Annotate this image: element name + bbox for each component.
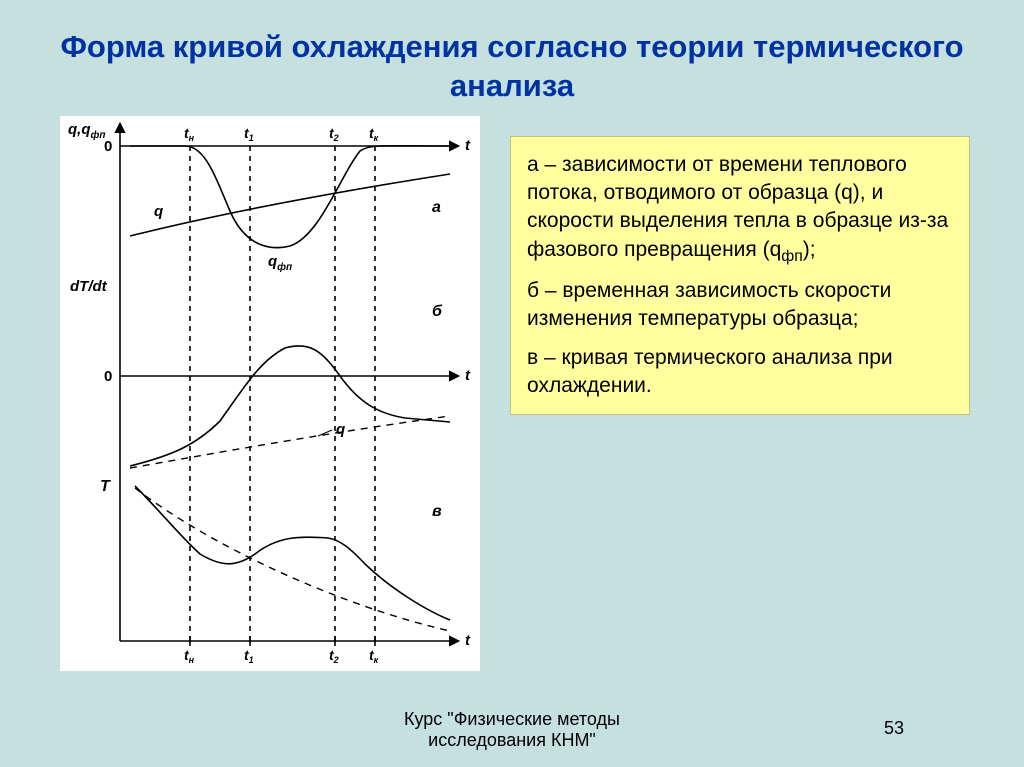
legend-item-b: б – временная зависимость скорости измен… <box>527 277 953 334</box>
panel-b-t-label: t <box>465 367 471 384</box>
panel-a-label: а <box>432 199 441 216</box>
panel-a-qfp-label: qфп <box>268 253 292 273</box>
panel-c-y-label: T <box>100 478 111 495</box>
top-t2: t2 <box>329 125 339 143</box>
panel-a-zero: 0 <box>104 138 112 155</box>
legend-box: а – зависимости от времени теплового пот… <box>510 136 970 416</box>
top-tn: tн <box>184 125 195 143</box>
panel-b-y-label: dT/dt <box>70 278 108 295</box>
panel-c-solid <box>135 486 450 620</box>
panel-a-q-label: q <box>154 203 163 220</box>
panel-a-t-label: t <box>465 137 471 154</box>
legend-item-a: а – зависимости от времени теплового пот… <box>527 151 953 267</box>
panel-b-label: б <box>432 303 443 320</box>
panel-a-q-curve <box>130 174 450 236</box>
panel-a-qfp-curve <box>130 145 450 247</box>
bottom-t1: t1 <box>244 647 254 665</box>
cooling-curves-svg: q,qфп 0 t tн t1 t2 tк q qфп а dT/dt 0 t … <box>60 116 480 671</box>
bottom-tk: tк <box>369 647 379 665</box>
panel-c-label: в <box>432 503 442 520</box>
diagram-panel: q,qфп 0 t tн t1 t2 tк q qфп а dT/dt 0 t … <box>60 116 480 671</box>
panel-b-q-label: q <box>336 421 345 438</box>
panel-b-zero: 0 <box>104 368 112 385</box>
slide-title: Форма кривой охлаждения согласно теории … <box>0 0 1024 116</box>
bottom-tn: tн <box>184 647 195 665</box>
page-number: 53 <box>884 718 904 739</box>
panel-c-dashed <box>135 488 450 631</box>
panel-b-solid <box>130 345 450 465</box>
top-tk: tк <box>369 125 379 143</box>
top-t1: t1 <box>244 125 254 143</box>
legend-item-c: в – кривая термического анализа при охла… <box>527 344 953 401</box>
footer-text: Курс "Физические методы исследования КНМ… <box>0 709 1024 751</box>
panel-a-y-label: q,qфп <box>68 121 105 141</box>
bottom-t2: t2 <box>329 647 339 665</box>
panel-c-t-label: t <box>465 632 471 649</box>
content-area: q,qфп 0 t tн t1 t2 tк q qфп а dT/dt 0 t … <box>0 116 1024 671</box>
panel-b-dashed <box>130 416 450 468</box>
